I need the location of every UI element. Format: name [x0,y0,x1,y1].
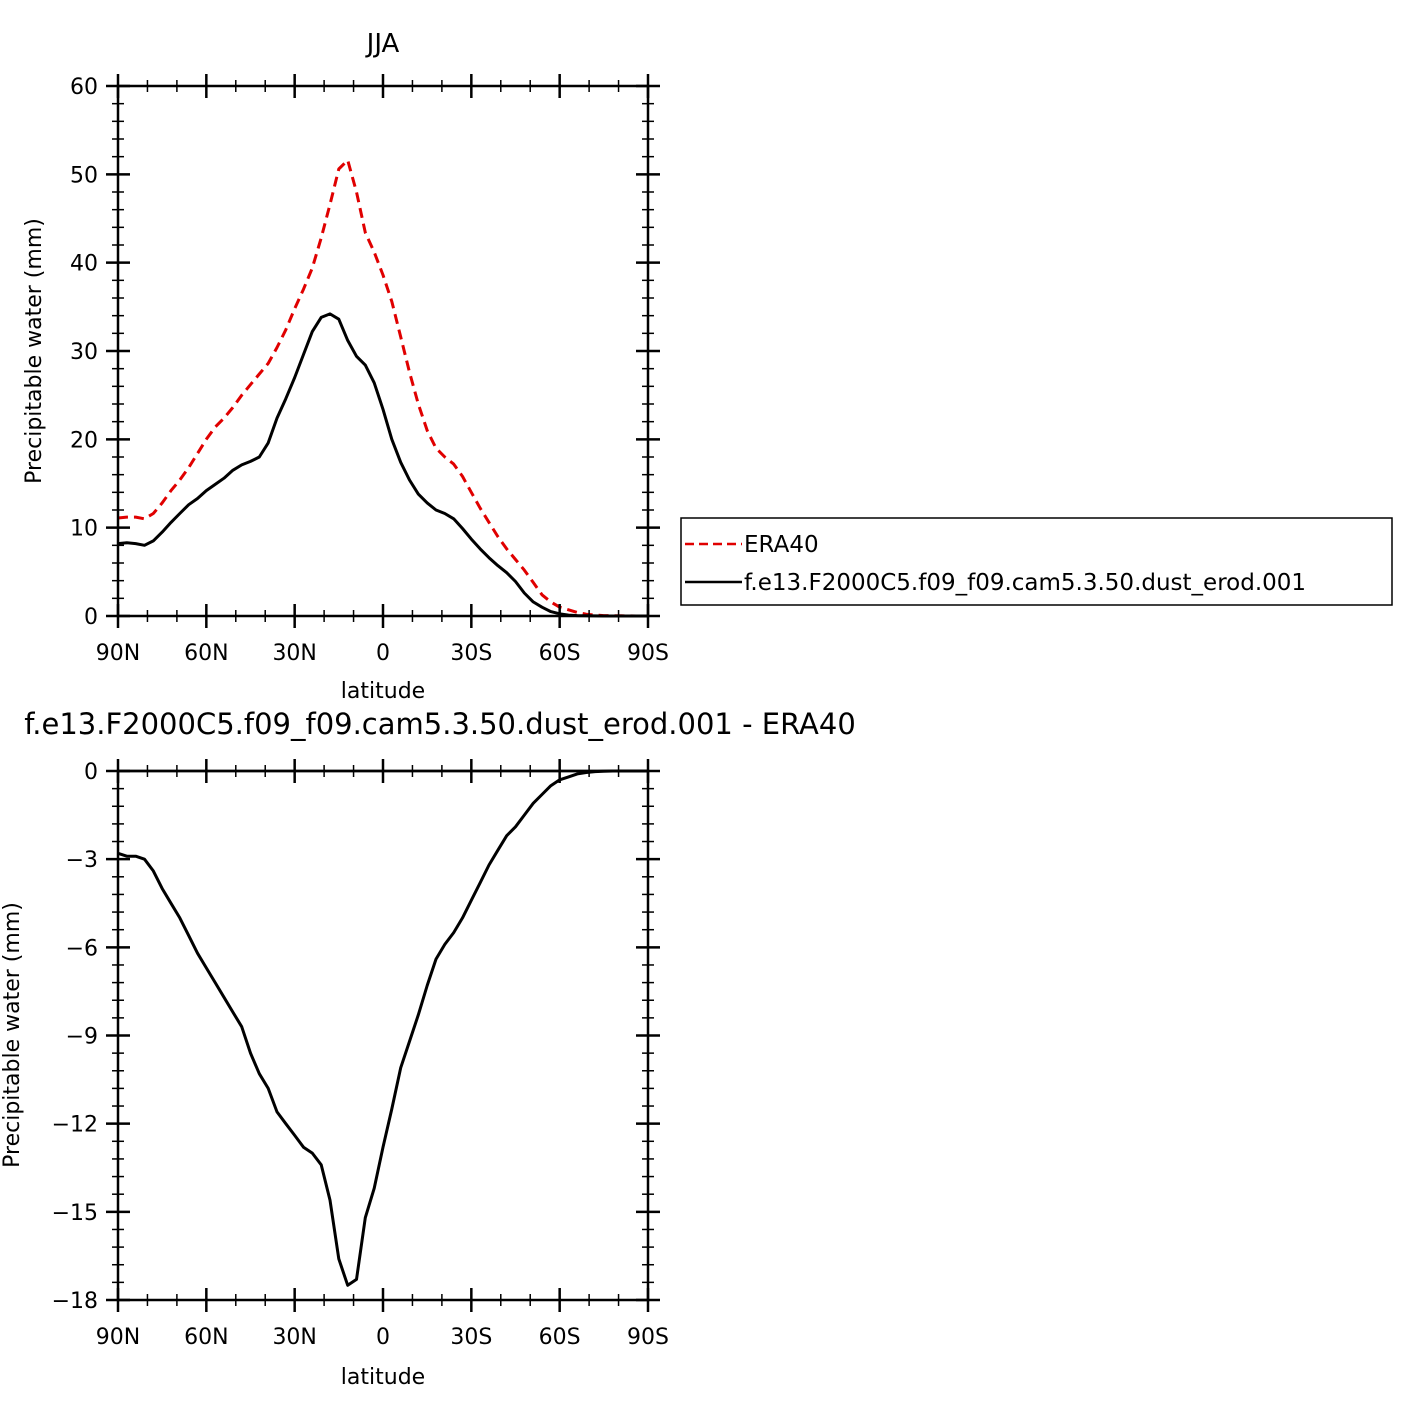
panel2-series-line-0 [117,769,648,1287]
panel1-plot-frame [116,84,650,618]
panel2-plot-frame [116,769,650,1302]
panel2-x-tick-label: 60N [184,1325,228,1350]
legend: ERA40 f.e13.F2000C5.f09_f09.cam5.3.50.du… [680,517,1393,606]
panel1-y-tick-label: 60 [70,75,98,100]
panel1-series-group [117,158,648,618]
panel1-ticks-group: 90N 60N 30N 0 30S 60S 90S 0 10 20 30 40 50 60 [70,74,669,666]
panel1-x-axis-label: latitude [341,679,425,704]
panel2-ticks-group: 90N 60N 30N 0 30S 60S 90S 0 −3 −6 −9 −12 −15 −18 [52,759,669,1350]
panel1-series-line-0 [117,158,648,618]
panel1-y-tick-label: 20 [70,428,98,453]
panel2-x-tick-label: 30N [272,1325,316,1350]
panel1-y-tick-label: 0 [84,605,98,630]
legend-frame [680,517,1393,606]
panel2-y-tick-label: −18 [52,1289,98,1314]
panel1-x-tick-label: 90S [627,641,669,666]
panel2-x-tick-label: 90S [627,1325,669,1350]
panel2-x-axis-label: latitude [341,1365,425,1390]
panel2-y-tick-label: −15 [52,1201,98,1226]
panel2-x-tick-label: 90N [96,1325,140,1350]
panel2-x-tick-label: 60S [539,1325,581,1350]
panel2-y-tick-label: −12 [52,1113,98,1138]
panel1-y-tick-label: 40 [70,252,98,277]
precipitable-water-jja-panel: JJA 90N 60N 30N 0 30S 60S 90S 0 10 20 30 40 50 60 lat… [22,29,669,704]
panel2-y-tick-label: −6 [66,936,98,961]
panel2-y-tick-label: −9 [66,1025,98,1050]
panel-title-difference: f.e13.F2000C5.f09_f09.cam5.3.50.dust_ero… [24,707,856,741]
panel1-x-tick-label: 0 [376,641,390,666]
panel2-y-tick-label: 0 [84,760,98,785]
legend-label-model: f.e13.F2000C5.f09_f09.cam5.3.50.dust_ero… [744,570,1306,596]
panel1-y-axis-label: Precipitable water (mm) [22,218,47,484]
panel1-x-tick-label: 90N [96,641,140,666]
panel2-y-axis-label: Precipitable water (mm) [0,902,25,1168]
panel2-x-tick-label: 0 [376,1325,390,1350]
panel1-series-line-1 [117,312,648,618]
panel1-y-tick-label: 10 [70,517,98,542]
panel1-y-tick-label: 50 [70,163,98,188]
panel-title-jja: JJA [365,29,400,59]
panel1-x-tick-label: 30N [272,641,316,666]
panel2-x-tick-label: 30S [450,1325,492,1350]
panel1-x-tick-label: 60N [184,641,228,666]
difference-panel: f.e13.F2000C5.f09_f09.cam5.3.50.dust_ero… [0,707,856,1390]
panel1-x-tick-label: 30S [450,641,492,666]
panel2-y-tick-label: −3 [66,848,98,873]
panel2-series-group [117,769,648,1287]
legend-label-era40: ERA40 [744,532,819,558]
panel1-x-tick-label: 60S [539,641,581,666]
panel1-y-tick-label: 30 [70,340,98,365]
